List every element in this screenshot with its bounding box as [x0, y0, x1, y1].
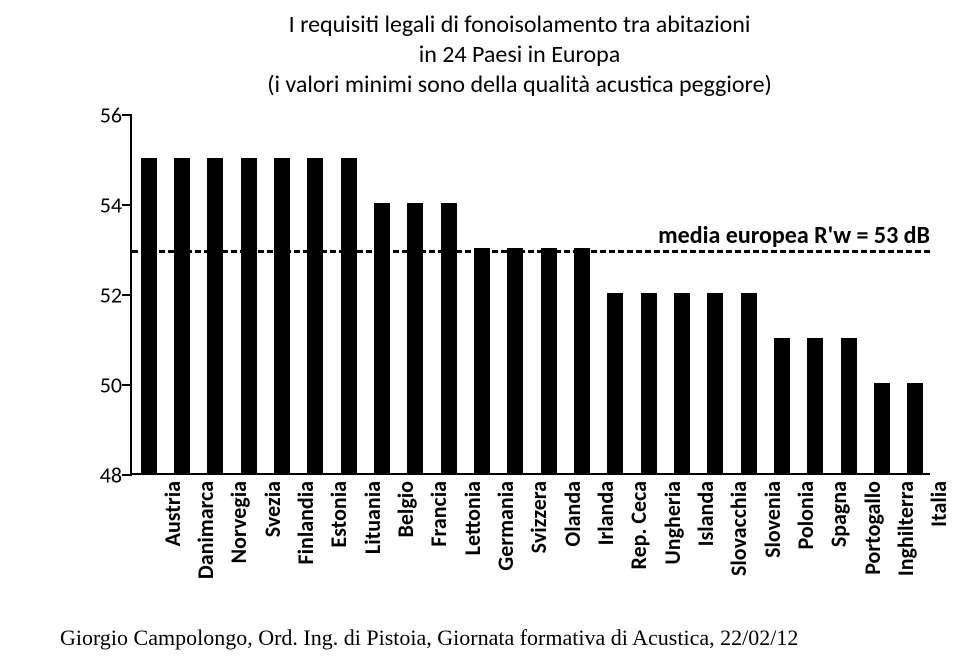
x-category-label: Germania [492, 473, 519, 571]
y-tick [122, 384, 132, 386]
bar [574, 248, 590, 473]
x-category-label: Portogallo [859, 473, 886, 575]
x-category-label: Slovenia [759, 473, 786, 558]
x-category-label: Belgio [392, 473, 419, 537]
bar [374, 203, 390, 473]
x-category-label: Danimarca [192, 473, 219, 579]
x-category-label: Islanda [692, 473, 719, 546]
bar [241, 158, 257, 473]
x-category-label: Spagna [825, 473, 852, 547]
title-line-1: I requisiti legali di fonoisolamento tra… [160, 10, 879, 40]
y-tick [122, 204, 132, 206]
bar [607, 293, 623, 473]
media-label: media europea R'w = 53 dB [658, 221, 930, 250]
bar [541, 248, 557, 473]
bar [674, 293, 690, 473]
y-tick-label: 48 [82, 462, 122, 489]
x-category-label: Austria [159, 473, 186, 546]
plot-area: AustriaDanimarcaNorvegiaSveziaFinlandiaE… [130, 115, 930, 475]
y-tick-label: 50 [82, 372, 122, 399]
bar [307, 158, 323, 473]
bar [441, 203, 457, 473]
bar [407, 203, 423, 473]
x-category-label: Norvegia [225, 473, 252, 563]
chart-page: I requisiti legali di fonoisolamento tra… [0, 0, 959, 669]
x-category-label: Italia [925, 473, 952, 527]
y-tick [122, 294, 132, 296]
bar [907, 383, 923, 473]
x-category-label: Slovacchia [725, 473, 752, 576]
x-category-label: Irlanda [592, 473, 619, 545]
media-reference-line: media europea R'w = 53 dB [132, 250, 930, 253]
x-category-label: Svizzera [525, 473, 552, 553]
bar [207, 158, 223, 473]
footer-text: Giorgio Campolongo, Ord. Ing. di Pistoia… [60, 625, 798, 651]
bar [641, 293, 657, 473]
bar [507, 248, 523, 473]
y-axis-label: R'w stimato equivalente, dB [0, 34, 3, 300]
x-category-label: Lettonia [459, 473, 486, 555]
y-tick [122, 474, 132, 476]
title-line-2: in 24 Paesi in Europa [160, 40, 879, 70]
bar [707, 293, 723, 473]
bars-container: AustriaDanimarcaNorvegiaSveziaFinlandiaE… [132, 115, 930, 473]
x-category-label: Inghilterra [892, 473, 919, 576]
bar [774, 338, 790, 473]
x-category-label: Polonia [792, 473, 819, 549]
x-category-label: Finlandia [292, 473, 319, 564]
chart-title: I requisiti legali di fonoisolamento tra… [160, 10, 879, 100]
bar [741, 293, 757, 473]
yaxis-sub: w [0, 270, 3, 282]
bar [841, 338, 857, 473]
x-category-label: Ungheria [659, 473, 686, 565]
bar [474, 248, 490, 473]
x-category-label: Francia [425, 473, 452, 547]
bar [341, 158, 357, 473]
bar [141, 158, 157, 473]
y-tick-label: 54 [82, 192, 122, 219]
y-tick [122, 114, 132, 116]
x-category-label: Olanda [559, 473, 586, 547]
plot-inner: AustriaDanimarcaNorvegiaSveziaFinlandiaE… [130, 115, 930, 475]
bar [874, 383, 890, 473]
x-category-label: Svezia [259, 473, 286, 537]
bar [174, 158, 190, 473]
x-category-label: Lituania [359, 473, 386, 554]
y-tick-label: 56 [82, 102, 122, 129]
title-line-3: (i valori minimi sono della qualità acus… [160, 70, 879, 100]
x-category-label: Estonia [325, 473, 352, 548]
bar [807, 338, 823, 473]
y-tick-label: 52 [82, 282, 122, 309]
bar [274, 158, 290, 473]
x-category-label: Rep. Ceca [625, 473, 652, 569]
